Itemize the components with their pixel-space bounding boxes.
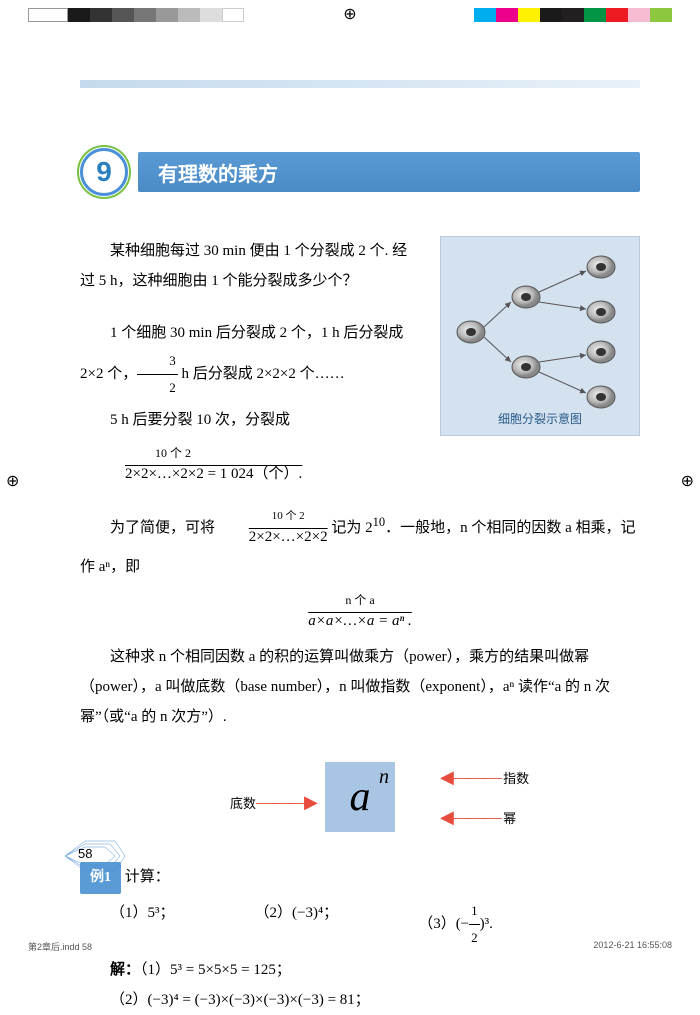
- section-title: 有理数的乘方: [138, 152, 640, 192]
- label-exponent: ◀——— 指数: [440, 767, 529, 788]
- crop-mark-top: ⊕: [343, 4, 356, 24]
- page-number-decoration: 58: [60, 836, 130, 881]
- intro-p1: 1 个细胞 30 min 后分裂成 2 个，1 h 后分裂成 2×2 个，32 …: [80, 318, 420, 401]
- section-number: 9: [96, 156, 112, 188]
- footer-timestamp: 2012-6-21 16:55:08: [593, 940, 672, 953]
- header-decor: [80, 80, 640, 88]
- print-footer: 第2章后.indd 58 2012-6-21 16:55:08: [28, 940, 672, 953]
- example-header: 例1 计算：: [80, 862, 640, 894]
- solution-2: （2）(−3)⁴ = (−3)×(−3)×(−3)×(−3) = 81；: [110, 985, 640, 1015]
- section-header: 9 有理数的乘方: [80, 148, 640, 196]
- intro-question: 某种细胞每过 30 min 便由 1 个分裂成 2 个. 经过 5 h，这种细胞…: [80, 236, 420, 296]
- footer-filename: 第2章后.indd 58: [28, 940, 92, 953]
- diagram-caption: 细胞分裂示意图: [441, 410, 639, 427]
- an-notation-diagram: a n 底数———▶ ◀——— 指数 ◀——— 幂: [80, 752, 640, 842]
- notation-base: a: [350, 773, 371, 821]
- crop-mark-left: ⊕: [6, 471, 19, 491]
- crop-mark-right: ⊕: [681, 471, 694, 491]
- intro-p2: 5 h 后要分裂 10 次，分裂成: [80, 405, 420, 435]
- page-number: 58: [78, 846, 92, 861]
- label-base: 底数———▶: [230, 792, 316, 813]
- solution-1: 解：（1）5³ = 5×5×5 = 125；: [110, 955, 640, 985]
- body-p4: 这种求 n 个相同因数 a 的积的运算叫做乘方（power），乘方的结果叫做幂（…: [80, 642, 640, 732]
- cell-diagram: 细胞分裂示意图: [440, 236, 640, 436]
- formula-2: n 个 a a×a×…×a = aⁿ .: [80, 588, 640, 636]
- section-number-badge: 9: [80, 148, 128, 196]
- body-p3: 为了简便，可将 10 个 22×2×…×2×2 记为 210．一般地，n 个相同…: [80, 505, 640, 582]
- formula-1: 10 个 2 2×2×…×2×2 = 1 024（个）.: [125, 441, 420, 489]
- notation-exponent: n: [379, 766, 389, 789]
- label-power: ◀——— 幂: [440, 807, 516, 828]
